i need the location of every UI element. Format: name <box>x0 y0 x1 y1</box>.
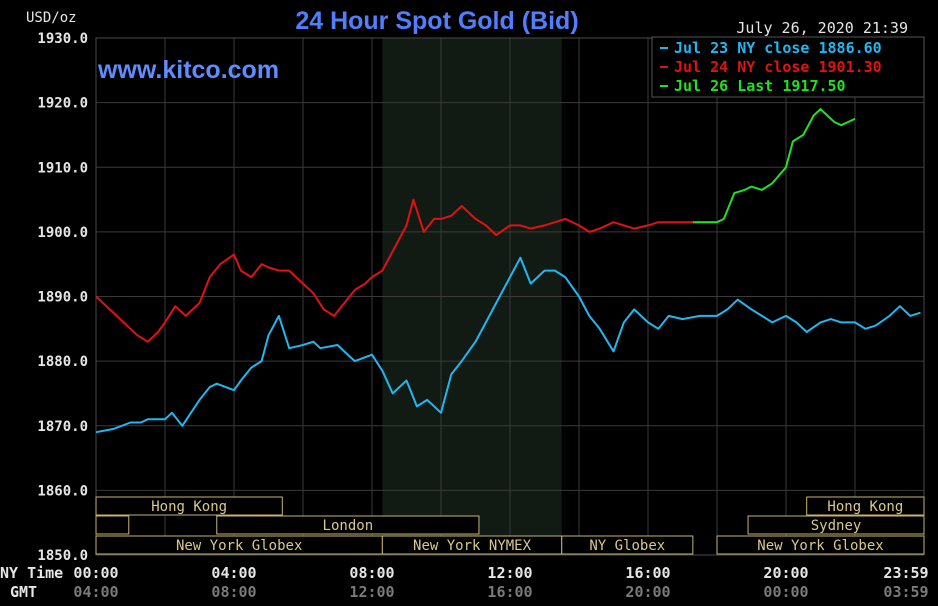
watermark: www.kitco.com <box>97 56 279 84</box>
y-tick-label: 1850.0 <box>37 548 88 564</box>
y-tick-label: 1890.0 <box>37 290 88 306</box>
x-axis-tick-labels: 00:0004:0004:0008:0008:0012:0012:0016:00… <box>73 564 928 601</box>
session-label: Sydney <box>811 518 862 534</box>
session-label: New York NYMEX <box>413 538 532 554</box>
session-label: New York Globex <box>176 538 302 554</box>
x-tick-label: 23:59 <box>883 564 928 582</box>
y-tick-label: 1910.0 <box>37 160 88 176</box>
x-tick-gmt-label: 16:00 <box>487 583 532 601</box>
x-tick-gmt-label: 03:59 <box>883 583 928 601</box>
ny-time-row-label: NY Time <box>0 564 63 582</box>
session-label: Hong Kong <box>151 499 227 515</box>
chart-datetime: July 26, 2020 21:39 <box>736 19 908 37</box>
y-units-label: USD/oz <box>26 10 77 26</box>
trading-sessions: Hong Kong Hong Kong London Sydney New York G… <box>95 496 925 555</box>
x-tick-label: 16:00 <box>625 564 670 582</box>
x-tick-label: 04:00 <box>211 564 256 582</box>
y-tick-label: 1900.0 <box>37 225 88 241</box>
legend: Jul 23 NY close 1886.60 Jul 24 NY close … <box>651 36 925 98</box>
x-tick-gmt-label: 08:00 <box>211 583 256 601</box>
session-box <box>716 535 925 555</box>
legend-jul24: Jul 24 NY close 1901.30 <box>674 58 882 76</box>
chart-title: 24 Hour Spot Gold (Bid) <box>295 7 578 35</box>
session-label: NY Globex <box>589 538 665 554</box>
x-tick-label: 08:00 <box>349 564 394 582</box>
x-tick-gmt-label: 12:00 <box>349 583 394 601</box>
session-label: New York Globex <box>757 538 883 554</box>
x-tick-label: 20:00 <box>763 564 808 582</box>
session-box <box>561 535 694 555</box>
gmt-row-label: GMT <box>10 583 37 601</box>
y-tick-label: 1930.0 <box>37 31 88 47</box>
series-line-jul26 <box>692 108 856 224</box>
legend-jul26: Jul 26 Last 1917.50 <box>674 77 846 95</box>
series-line-jul23 <box>95 256 921 434</box>
grid-lines <box>95 37 925 556</box>
y-tick-label: 1880.0 <box>37 354 88 370</box>
session-box <box>95 515 130 535</box>
x-tick-gmt-label: 20:00 <box>625 583 670 601</box>
x-tick-label: 00:00 <box>73 564 118 582</box>
legend-box <box>651 36 925 98</box>
price-lines <box>95 108 921 434</box>
session-box <box>95 496 283 516</box>
y-tick-label: 1920.0 <box>37 96 88 112</box>
x-tick-gmt-label: 04:00 <box>73 583 118 601</box>
session-box <box>806 496 925 516</box>
legend-jul23: Jul 23 NY close 1886.60 <box>674 39 882 57</box>
y-tick-label: 1860.0 <box>37 483 88 499</box>
session-box <box>747 515 925 535</box>
session-label: Hong Kong <box>827 499 903 515</box>
session-box <box>216 515 480 535</box>
session-label: London <box>323 518 374 534</box>
y-axis-tick-labels: 1930.0 1920.0 1910.0 1900.0 1890.0 1880.0 1870… <box>37 31 88 564</box>
x-tick-gmt-label: 00:00 <box>763 583 808 601</box>
x-tick-label: 12:00 <box>487 564 532 582</box>
y-tick-label: 1870.0 <box>37 419 88 435</box>
series-line-jul24 <box>95 198 717 343</box>
